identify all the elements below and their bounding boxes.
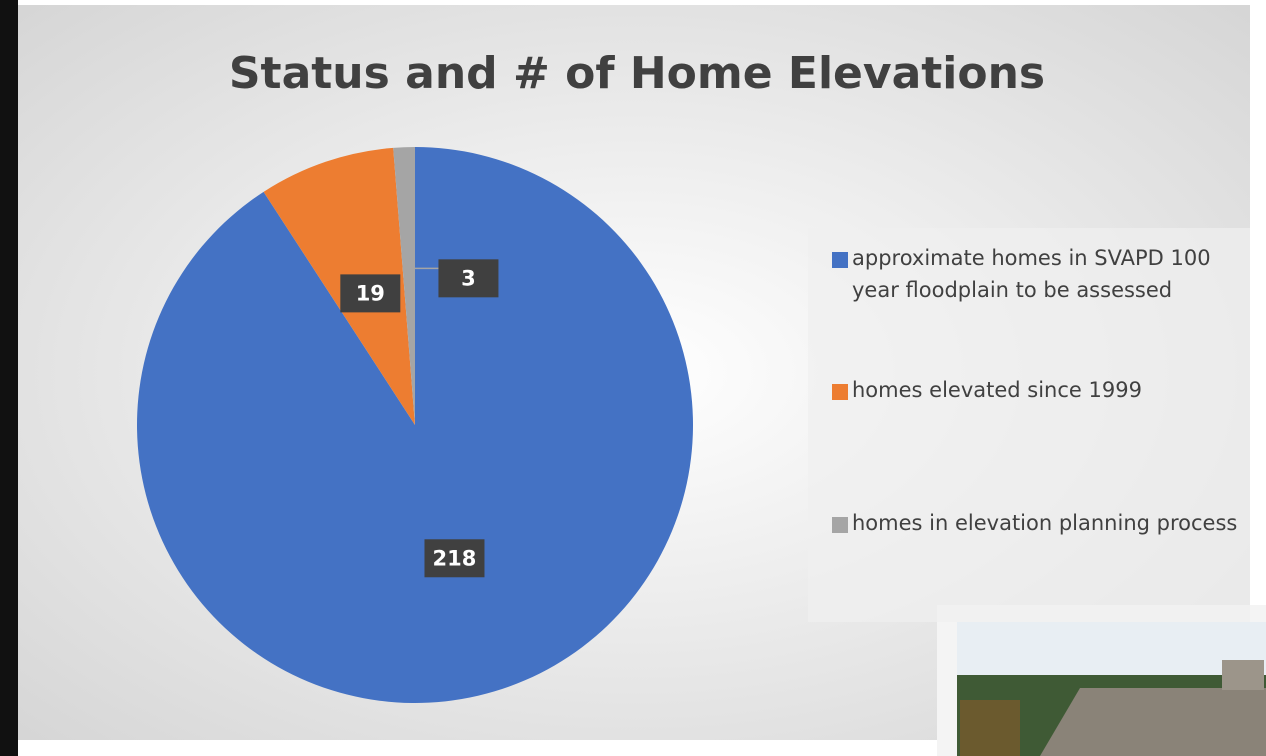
legend-label: homes in elevation planning process: [852, 511, 1237, 535]
photo: [937, 605, 1266, 756]
legend-entry: homes elevated since 1999: [832, 374, 1252, 406]
pie: 218 19 3: [137, 147, 693, 703]
legend: approximate homes in SVAPD 100 year floo…: [808, 228, 1250, 622]
data-label: 218: [433, 546, 477, 570]
chart-title: Status and # of Home Elevations: [229, 48, 1045, 99]
left-edge: [0, 0, 18, 756]
legend-label: approximate homes in SVAPD 100 year floo…: [852, 246, 1211, 302]
legend-swatch: [832, 517, 848, 533]
slide: Status and # of Home Elevations 218 19 3 a…: [0, 0, 1266, 756]
legend-label: homes elevated since 1999: [852, 378, 1142, 402]
data-label: 19: [356, 281, 385, 305]
legend-swatch: [832, 252, 848, 268]
data-label: 3: [461, 266, 476, 290]
legend-swatch: [832, 384, 848, 400]
legend-entry: approximate homes in SVAPD 100 year floo…: [832, 242, 1252, 306]
legend-entry: homes in elevation planning process: [832, 507, 1252, 539]
